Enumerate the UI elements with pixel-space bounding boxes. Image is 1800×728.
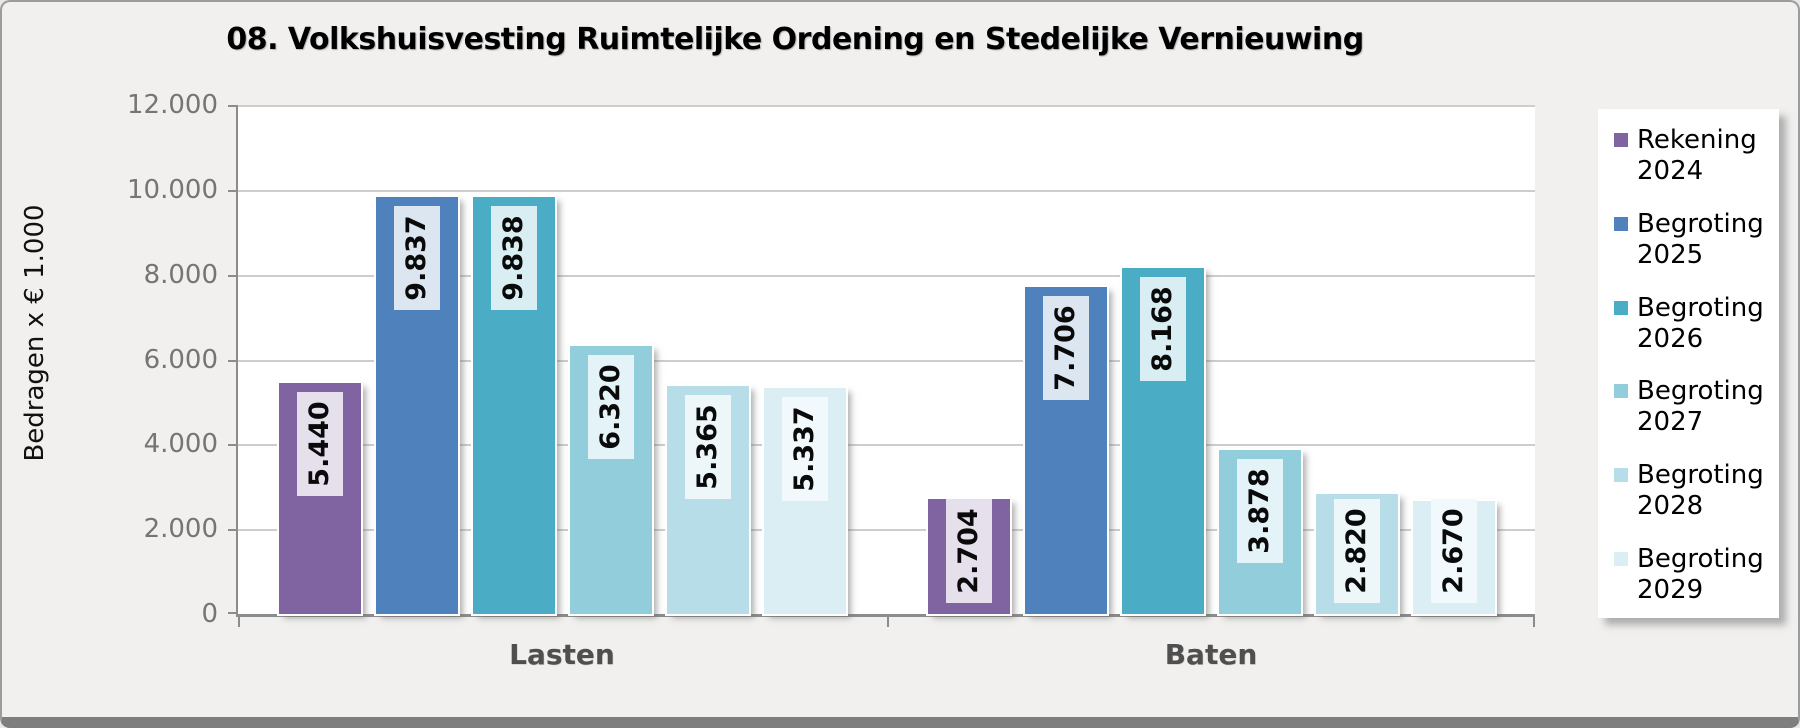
bar-value-label: 9.838 xyxy=(491,206,537,310)
bar-baten-begroting-2026: 8.168 xyxy=(1122,268,1204,614)
legend-entry-begroting-2026: Begroting 2026 xyxy=(1614,293,1771,355)
legend-label: Begroting 2028 xyxy=(1637,460,1764,522)
y-tick-label: 10.000 xyxy=(127,175,218,205)
bar-value-text: 5.365 xyxy=(692,404,723,490)
x-axis-tick xyxy=(1533,617,1535,627)
bar-value-label: 9.837 xyxy=(394,206,440,310)
bar-value-text: 3.878 xyxy=(1244,468,1275,554)
bar-group-baten: 2.704 7.706 8.168 3.878 2.820 2.670 xyxy=(887,105,1536,614)
legend-entry-begroting-2028: Begroting 2028 xyxy=(1614,460,1771,522)
legend-entry-rekening-2024: Rekening 2024 xyxy=(1614,125,1771,187)
y-axis-tick xyxy=(228,275,236,277)
legend-swatch-icon xyxy=(1614,300,1628,315)
bar-value-label: 2.670 xyxy=(1431,499,1477,603)
bar-value-label: 3.878 xyxy=(1237,459,1283,563)
bar-value-label: 5.337 xyxy=(782,397,828,501)
bar-baten-begroting-2027: 3.878 xyxy=(1219,450,1301,614)
x-axis-tick xyxy=(238,617,240,627)
bar-value-text: 5.440 xyxy=(304,401,335,487)
x-axis-line xyxy=(236,614,1535,617)
x-axis-tick xyxy=(887,617,889,627)
y-tick-label: 0 xyxy=(201,599,218,629)
bar-value-text: 9.838 xyxy=(498,215,529,301)
bar-baten-begroting-2029: 2.670 xyxy=(1413,499,1495,614)
bar-lasten-begroting-2028: 5.365 xyxy=(667,386,749,614)
y-axis-line xyxy=(236,105,238,616)
bar-value-text: 2.704 xyxy=(953,508,984,594)
bar-lasten-begroting-2029: 5.337 xyxy=(764,388,846,614)
bar-value-label: 2.820 xyxy=(1334,499,1380,603)
category-label-lasten: Lasten xyxy=(509,638,615,671)
legend-entry-begroting-2029: Begroting 2029 xyxy=(1614,544,1771,606)
y-axis-tick xyxy=(228,190,236,192)
bar-lasten-begroting-2025: 9.837 xyxy=(376,197,458,614)
legend-entry-begroting-2027: Begroting 2027 xyxy=(1614,376,1771,438)
bar-value-text: 9.837 xyxy=(401,215,432,301)
category-label-baten: Baten xyxy=(1164,638,1258,671)
legend-label: Begroting 2027 xyxy=(1637,376,1764,438)
bar-value-label: 5.365 xyxy=(685,395,731,499)
gridline xyxy=(238,444,1535,446)
legend-swatch-icon xyxy=(1614,384,1628,399)
bar-value-text: 2.670 xyxy=(1438,508,1469,594)
bar-value-text: 5.337 xyxy=(789,406,820,492)
y-axis-tick xyxy=(228,612,236,614)
y-tick-label: 2.000 xyxy=(143,514,218,544)
y-axis-tick xyxy=(228,529,236,531)
y-tick-label: 4.000 xyxy=(143,429,218,459)
bar-value-label: 5.440 xyxy=(297,392,343,496)
bar-value-label: 8.168 xyxy=(1140,277,1186,381)
y-axis-tick xyxy=(228,360,236,362)
gridline xyxy=(238,360,1535,362)
legend-label: Begroting 2025 xyxy=(1637,208,1764,270)
gridline xyxy=(238,105,1535,107)
legend-swatch-icon xyxy=(1614,133,1628,147)
legend-label: Rekening 2024 xyxy=(1637,125,1757,186)
legend-swatch-icon xyxy=(1614,216,1628,231)
legend-swatch-icon xyxy=(1614,551,1628,566)
bar-lasten-rekening-2024: 5.440 xyxy=(279,383,361,614)
legend: Rekening 2024 Begroting 2025 Begroting 202… xyxy=(1598,109,1779,618)
bar-lasten-begroting-2027: 6.320 xyxy=(570,346,652,614)
y-axis-tick xyxy=(228,105,236,107)
legend-swatch-icon xyxy=(1614,468,1628,483)
y-axis-title: Bedragen x € 1.000 xyxy=(20,204,50,462)
bar-value-label: 7.706 xyxy=(1043,296,1089,400)
legend-label: Begroting 2026 xyxy=(1637,292,1764,354)
bar-value-text: 6.320 xyxy=(595,364,626,450)
y-axis-tick xyxy=(228,444,236,446)
legend-label: Begroting 2029 xyxy=(1637,543,1764,605)
bar-value-text: 7.706 xyxy=(1050,305,1081,391)
bar-value-label: 6.320 xyxy=(588,355,634,459)
bar-lasten-begroting-2026: 9.838 xyxy=(473,197,555,614)
bar-value-text: 8.168 xyxy=(1147,286,1178,372)
chart-title: 08. Volkshuisvesting Ruimtelijke Ordenin… xyxy=(226,22,1364,57)
gridline xyxy=(238,190,1535,192)
gridline xyxy=(238,529,1535,531)
bar-baten-begroting-2025: 7.706 xyxy=(1025,287,1107,614)
plot-area: 5.440 9.837 9.838 6.320 5.365 5.337 2.704 7.706… xyxy=(228,105,1536,627)
bar-value-label: 2.704 xyxy=(946,499,992,603)
bar-baten-rekening-2024: 2.704 xyxy=(928,499,1010,614)
y-tick-label: 8.000 xyxy=(143,260,218,290)
y-tick-label: 12.000 xyxy=(127,90,218,120)
bar-group-lasten: 5.440 9.837 9.838 6.320 5.365 5.337 xyxy=(238,105,887,614)
y-tick-label: 6.000 xyxy=(143,345,218,375)
gridline xyxy=(238,275,1535,277)
bar-value-text: 2.820 xyxy=(1341,508,1372,594)
legend-entry-begroting-2025: Begroting 2025 xyxy=(1614,209,1771,271)
bar-baten-begroting-2028: 2.820 xyxy=(1316,494,1398,614)
